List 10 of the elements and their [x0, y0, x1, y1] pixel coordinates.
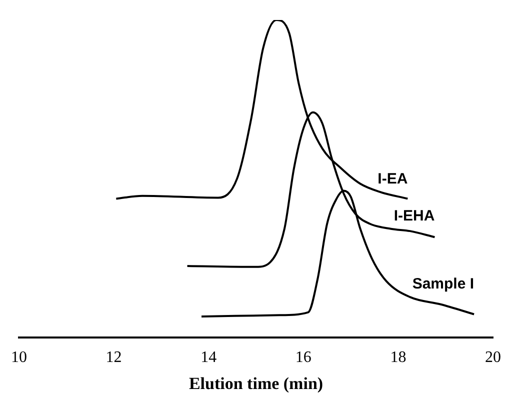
x-tick-label: 14 — [200, 349, 217, 366]
series-label: Sample I — [412, 276, 474, 293]
series-label: I-EA — [378, 170, 408, 188]
series-label: I-EHA — [394, 207, 435, 224]
x-axis-title: Elution time (min) — [188, 374, 324, 394]
x-tick-label: 20 — [485, 349, 501, 366]
x-tick-label: 10 — [11, 349, 27, 366]
x-tick-label: 12 — [106, 349, 122, 366]
x-tick-label: 18 — [390, 349, 406, 366]
x-tick-label: 16 — [295, 349, 312, 366]
